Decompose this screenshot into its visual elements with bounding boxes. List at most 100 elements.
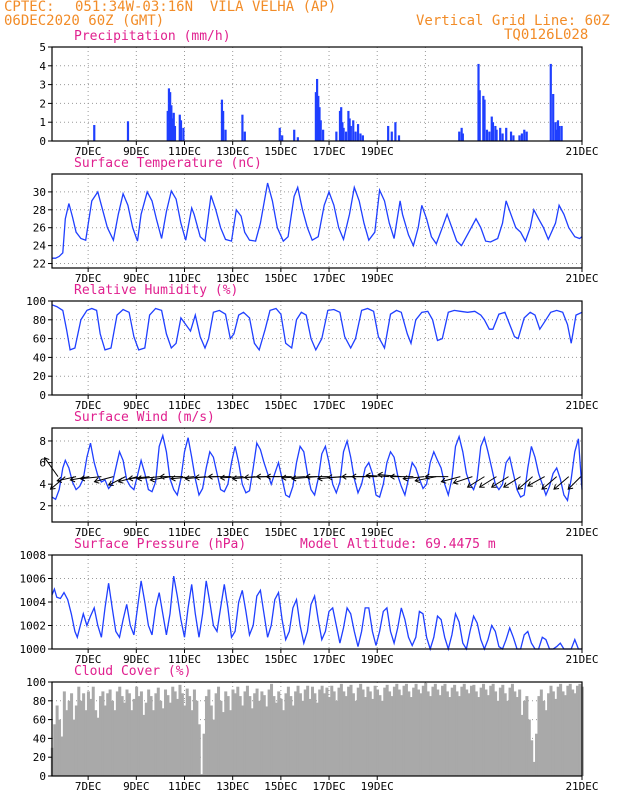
cloud-bar: [390, 696, 394, 776]
precip-bar: [512, 135, 515, 141]
cloud-bar: [207, 689, 211, 776]
panel-annotation: Model Altitude: 69.4475 m: [300, 537, 496, 552]
wind-arrowhead: [503, 482, 509, 488]
panel-4: 1000 1002 1004 1006 1008 7DEC 9DEC 11DEC 13DEC 15…: [20, 537, 599, 666]
cloud-bar: [445, 691, 449, 776]
wind-arrowhead: [56, 476, 63, 483]
wind-arrowhead: [402, 475, 408, 482]
y-tick-label: 22: [33, 258, 46, 271]
cloud-bar: [262, 695, 266, 776]
cloud-bar: [455, 691, 459, 776]
cloud-bar: [212, 719, 216, 776]
x-tick-label: 15DEC: [264, 399, 297, 412]
cloud-bar: [494, 691, 498, 776]
cloud-bar: [351, 693, 355, 776]
cloud-bar: [267, 689, 271, 776]
wind-arrowhead: [107, 480, 114, 486]
x-tick-label: 21DEC: [565, 653, 598, 666]
panel-title: Surface Temperature (nC): [74, 156, 262, 171]
x-tick-label: 15DEC: [264, 145, 297, 158]
precip-bar: [359, 133, 362, 141]
x-tick-label: 15DEC: [264, 653, 297, 666]
series-line: [52, 182, 583, 259]
y-tick-label: 1002: [20, 620, 47, 633]
precip-bar: [505, 127, 508, 141]
y-tick-label: 60: [33, 333, 46, 346]
wind-vector: [44, 457, 59, 477]
y-tick-label: 0: [39, 389, 46, 402]
cloud-bar: [286, 686, 290, 776]
x-tick-label: 13DEC: [216, 272, 249, 285]
precip-bar: [317, 95, 320, 141]
wind-vector: [441, 476, 461, 483]
cloud-bar: [462, 683, 466, 776]
x-tick-label: 17DEC: [312, 272, 345, 285]
x-tick-label: 13DEC: [216, 653, 249, 666]
cloud-bar: [385, 684, 389, 776]
plot-frame: [51, 173, 583, 269]
wind-arrowhead: [93, 477, 100, 484]
cloud-bar: [578, 683, 582, 776]
cloud-bar: [525, 696, 529, 776]
panel-title: Relative Humidity (%): [74, 283, 238, 298]
cloud-bar: [173, 691, 177, 776]
x-tick-label: 9DEC: [123, 653, 150, 666]
y-tick-label: 5: [39, 41, 46, 54]
cloud-bar: [426, 691, 430, 776]
precip-bar: [460, 127, 463, 141]
precip-bar: [278, 127, 281, 141]
wind-arrowhead: [478, 482, 485, 488]
y-tick-label: 6: [39, 457, 46, 470]
cloud-bar: [135, 686, 139, 776]
wind-arrowhead: [44, 456, 50, 463]
x-tick-label: 21DEC: [565, 780, 598, 793]
x-tick-label: 13DEC: [216, 780, 249, 793]
cloud-bar: [465, 689, 469, 776]
cloud-bar: [508, 687, 512, 776]
cloud-bar: [265, 706, 269, 776]
wind-arrowhead: [541, 484, 548, 490]
plot-frame: [51, 681, 583, 777]
x-tick-label: 21DEC: [565, 399, 598, 412]
cloud-bar: [539, 689, 543, 776]
y-tick-label: 20: [33, 370, 46, 383]
precip-bar: [319, 120, 322, 141]
wind-vector: [467, 476, 485, 488]
precip-bar: [387, 125, 390, 141]
wind-arrowhead: [365, 472, 371, 479]
wind-arrowhead: [290, 475, 297, 482]
panel-0: 0 1 2 3 4 5 7DEC 9DEC 11DEC 13DEC 15DEC 17DEC 19DEC 2…: [39, 29, 598, 158]
x-tick-label: 15DEC: [264, 780, 297, 793]
wind-arrowhead: [265, 473, 271, 480]
cloud-bar: [409, 697, 413, 776]
x-tick-label: 15DEC: [264, 526, 297, 539]
cloud-bar: [98, 696, 102, 776]
wind-vector: [553, 476, 570, 490]
cloud-bar: [209, 705, 213, 776]
y-tick-label: 26: [33, 222, 46, 235]
cloud-bar: [260, 691, 264, 776]
plot-frame: [51, 427, 583, 523]
cloud-bar: [498, 687, 502, 776]
x-tick-label: 17DEC: [312, 399, 345, 412]
precip-bar: [335, 131, 338, 141]
wind-arrowhead: [567, 484, 574, 490]
cloud-bar: [79, 700, 83, 776]
cloud-bar: [82, 693, 86, 776]
precip-bar: [397, 135, 401, 141]
cloud-bar: [156, 687, 160, 776]
cloud-bar: [402, 685, 406, 776]
cloud-bar: [111, 700, 115, 776]
wind-arrowhead: [377, 471, 383, 478]
cloud-bar: [84, 710, 88, 776]
cloud-bar: [503, 693, 507, 776]
precip-bar: [482, 95, 485, 141]
wind-vector: [80, 476, 102, 480]
cloud-bar: [339, 683, 343, 776]
cloud-bar: [243, 691, 247, 776]
y-tick-label: 28: [33, 204, 46, 217]
precip-bar: [281, 135, 284, 141]
x-tick-label: 9DEC: [123, 526, 150, 539]
cloud-bar: [436, 689, 440, 776]
wind-vector: [567, 476, 582, 490]
